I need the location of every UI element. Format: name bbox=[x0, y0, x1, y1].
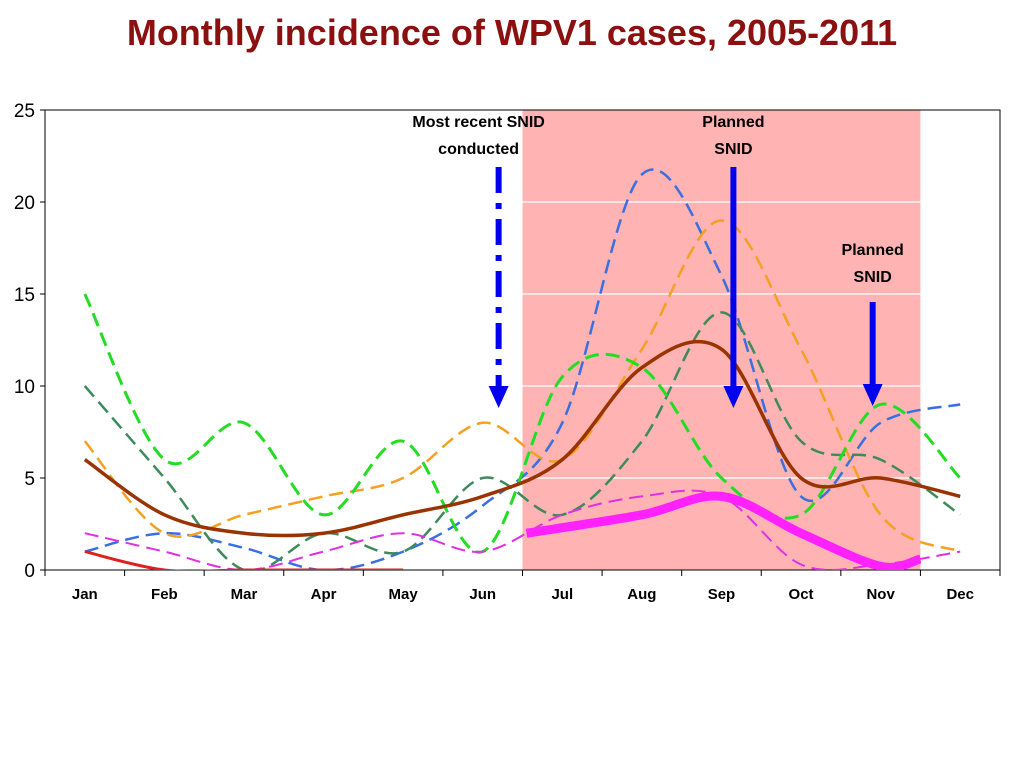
series-line-3 bbox=[83, 311, 961, 570]
y-tick-label: 0 bbox=[24, 561, 35, 582]
annotation-label: SNID bbox=[854, 269, 892, 286]
gridline-layer bbox=[522, 201, 921, 479]
x-tick-label: Jan bbox=[72, 586, 98, 603]
series-line-4 bbox=[83, 293, 962, 554]
x-tick-label: Apr bbox=[311, 586, 337, 603]
x-tick-label: Sep bbox=[708, 586, 736, 603]
series-line-7 bbox=[525, 491, 922, 570]
annotation-label: Most recent SNID bbox=[412, 114, 544, 131]
x-tick-label: Feb bbox=[151, 586, 178, 603]
series-line-6 bbox=[84, 550, 404, 570]
annotation-label: Planned bbox=[842, 242, 904, 259]
annotation-label: SNID bbox=[714, 141, 752, 158]
x-tick-label: Mar bbox=[231, 586, 258, 603]
x-tick-label: Dec bbox=[946, 586, 974, 603]
y-tick-label: 20 bbox=[14, 193, 35, 214]
y-tick-label: 25 bbox=[14, 101, 35, 122]
series-layer bbox=[83, 168, 962, 570]
series-line-8 bbox=[83, 339, 961, 538]
series-line-2 bbox=[83, 219, 961, 553]
y-tick-label: 10 bbox=[14, 377, 35, 398]
annotation-label: Planned bbox=[702, 114, 764, 131]
x-tick-label: May bbox=[389, 586, 419, 603]
annotation-arrow-head bbox=[862, 384, 883, 406]
annotation-arrow-head bbox=[488, 386, 509, 408]
annotation-label: conducted bbox=[438, 141, 519, 158]
x-tick-label: Nov bbox=[866, 586, 895, 603]
x-tick-label: Jun bbox=[469, 586, 496, 603]
page-title: Monthly incidence of WPV1 cases, 2005-20… bbox=[126, 12, 898, 53]
axis-layer: 0 5 10 15 20 25 Jan Feb Mar Apr May Jun Jul Aug Sep Oct… bbox=[14, 101, 1001, 603]
series-line-1 bbox=[84, 168, 961, 570]
x-tick-label: Aug bbox=[627, 586, 656, 603]
y-tick-label: 5 bbox=[24, 469, 35, 490]
shaded-period bbox=[522, 110, 921, 570]
x-tick-label: Jul bbox=[551, 586, 573, 603]
y-tick-label: 15 bbox=[14, 285, 35, 306]
annotation-layer: Most recent SNID conducted Planned SNID Plan… bbox=[412, 114, 904, 408]
annotation-arrow-head bbox=[723, 386, 744, 408]
shaded-period-layer bbox=[522, 110, 921, 570]
x-tick-label: Oct bbox=[789, 586, 814, 603]
